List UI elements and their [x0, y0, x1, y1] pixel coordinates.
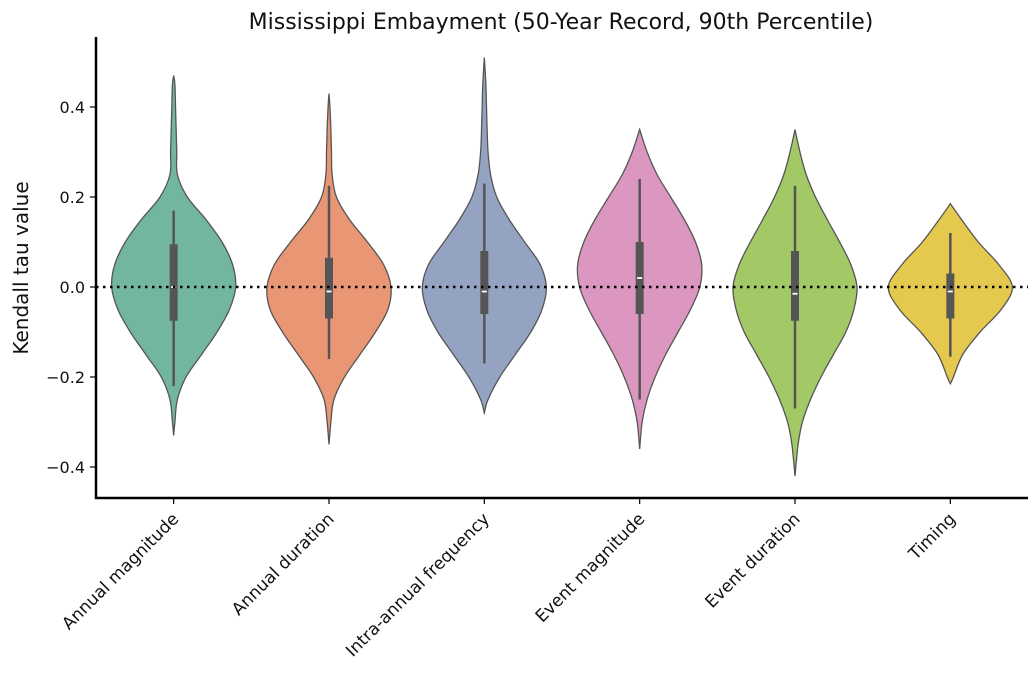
y-tick-label: −0.2	[46, 368, 85, 387]
violin-iqr-box	[946, 273, 955, 319]
violin-iqr-box	[791, 251, 799, 321]
y-tick-label: −0.4	[46, 458, 85, 477]
x-tick-label: Annual magnitude	[58, 509, 183, 634]
x-tick-label: Timing	[904, 509, 959, 564]
x-tick-label: Event magnitude	[532, 509, 649, 626]
x-tick-label: Annual duration	[228, 509, 338, 619]
y-tick-label: 0.4	[60, 98, 85, 117]
x-tick-label: Event duration	[702, 509, 805, 612]
y-axis-label: Kendall tau value	[9, 181, 33, 354]
chart-title: Mississippi Embayment (50-Year Record, 9…	[249, 10, 874, 35]
violin-iqr-box	[169, 244, 178, 321]
y-tick-label: 0.0	[60, 278, 85, 297]
y-tick-label: 0.2	[60, 188, 85, 207]
x-tick-label: Intra-annual frequency	[342, 509, 494, 661]
plot-area: −0.4 −0.2 0.0 0.2 0.4 Annual magnitude Annual …	[46, 37, 1028, 661]
violin-iqr-box	[480, 251, 489, 314]
